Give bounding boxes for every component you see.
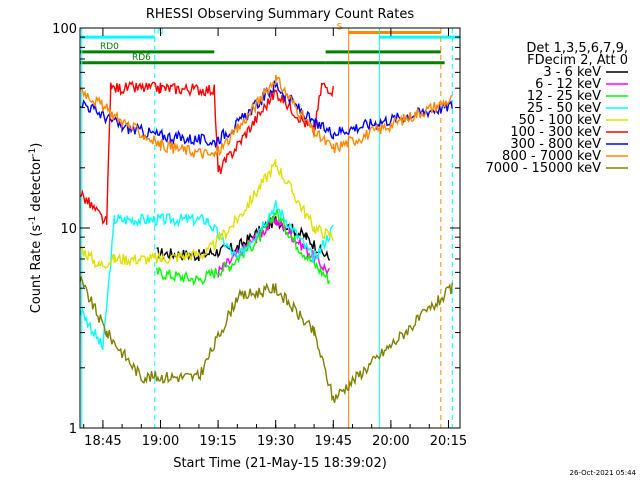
x-tick-label-4: 19:45: [315, 434, 352, 449]
attenuator-bars: NSRD0RD6: [80, 22, 460, 65]
ylabel-tail-sup: -1: [28, 148, 38, 157]
ylabel-main: Count Rate (s: [29, 225, 44, 314]
y-axis-label: Count Rate (s-1 detector-1): [28, 143, 44, 314]
series-line-1: [217, 216, 331, 278]
legend-title-0: Det 1,3,5,6,7,9,: [526, 41, 628, 56]
state-bar-label-1: S: [337, 22, 343, 32]
y-tick-label-1: 10: [60, 222, 77, 237]
x-tick-label-5: 20:00: [372, 434, 409, 449]
legend-label-1: 6 - 12 keV: [535, 77, 601, 92]
ylabel-tail: detector: [29, 156, 44, 216]
ylabel-close: ): [29, 143, 44, 148]
legend: Det 1,3,5,6,7,9,FDecim 2, Att 03 - 6 keV…: [486, 41, 628, 176]
x-tick-label-3: 19:30: [257, 434, 294, 449]
y-tick-label-2: 100: [52, 22, 77, 37]
legend-label-5: 100 - 300 keV: [510, 125, 601, 140]
series-line-8: [79, 275, 453, 404]
series-line-7: [79, 74, 453, 159]
legend-label-7: 800 - 7000 keV: [502, 149, 601, 164]
legend-label-8: 7000 - 15000 keV: [486, 161, 602, 176]
ylabel-sup: -1: [28, 216, 38, 225]
series-line-4: [79, 158, 334, 269]
legend-label-2: 12 - 25 keV: [527, 89, 601, 104]
axis-ticks: 18:45 19:00 19:15 19:30 19:45 20:00 20:15 1 10 10…: [52, 22, 467, 449]
legend-label-0: 3 - 6 keV: [543, 65, 601, 80]
state-bar-label-3: RD0: [100, 42, 119, 52]
x-tick-label-6: 20:15: [430, 434, 467, 449]
chart-title: RHESSI Observing Summary Count Rates: [146, 7, 415, 22]
legend-title-1: FDecim 2, Att 0: [527, 53, 628, 68]
y-tick-label-0: 1: [69, 422, 77, 437]
x-axis-label: Start Time (21-May-15 18:39:02): [173, 456, 387, 471]
x-tick-label-2: 19:15: [199, 434, 236, 449]
legend-label-4: 50 - 100 keV: [519, 113, 602, 128]
series-line-5: [79, 80, 334, 226]
series-line-3: [79, 200, 334, 350]
state-bar-label-4: RD6: [132, 53, 151, 63]
timestamp: 26-Oct-2021 05:44: [570, 469, 637, 477]
legend-label-6: 300 - 800 keV: [510, 137, 601, 152]
legend-label-3: 25 - 50 keV: [527, 101, 601, 116]
x-tick-label-0: 18:45: [84, 434, 121, 449]
series-lines: [79, 74, 453, 404]
x-tick-label-1: 19:00: [142, 434, 179, 449]
